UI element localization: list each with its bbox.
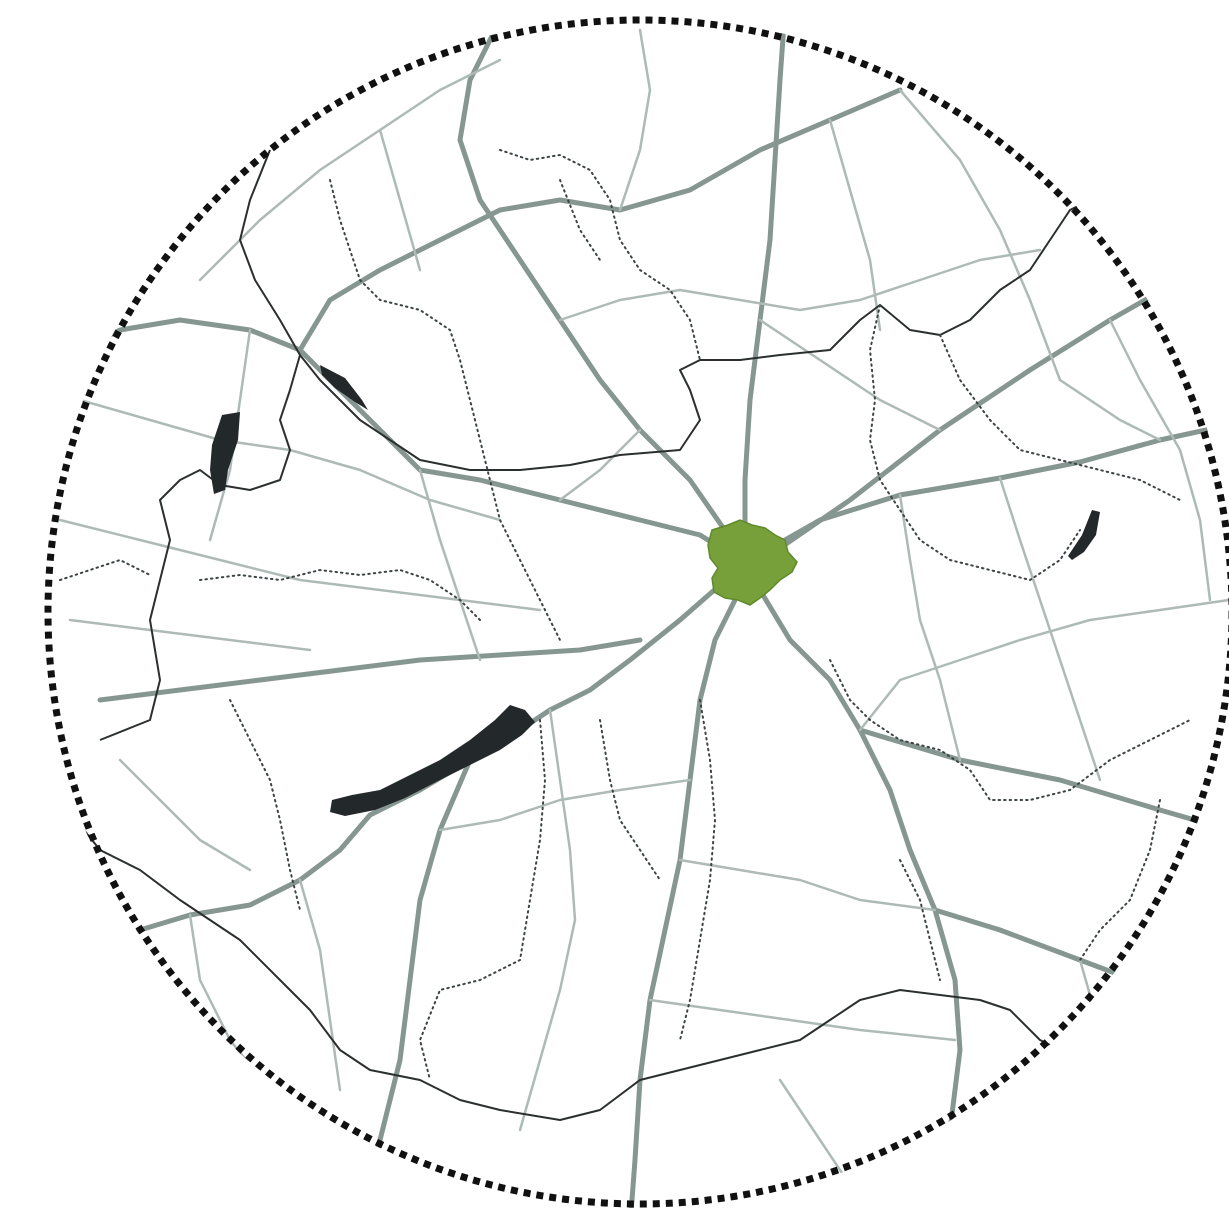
dotted-boundary xyxy=(1079,799,1161,961)
road-minor xyxy=(1058,378,1162,442)
road-minor xyxy=(998,476,1102,782)
road-minor xyxy=(858,598,1229,732)
dotted-boundary xyxy=(899,859,941,981)
road-major xyxy=(767,277,1183,558)
dotted-boundary xyxy=(418,719,547,1081)
dotted-boundary xyxy=(59,558,151,581)
border-line xyxy=(59,799,1181,1121)
road-minor xyxy=(118,758,252,872)
dotted-boundary xyxy=(229,699,301,911)
road-major xyxy=(747,422,1229,563)
map-content xyxy=(57,16,1229,1208)
road-major xyxy=(457,17,738,548)
road-minor xyxy=(558,428,642,502)
country-borders xyxy=(59,149,1181,1121)
road-minor xyxy=(828,118,882,332)
small-lake-west xyxy=(210,412,240,494)
road-major xyxy=(757,587,963,1208)
road-minor xyxy=(298,878,342,1092)
dotted-boundary xyxy=(939,334,1181,501)
road-minor xyxy=(618,28,652,212)
road-minor xyxy=(898,88,1062,382)
road-major xyxy=(297,87,903,353)
road-minor xyxy=(558,248,1042,322)
border-line xyxy=(239,149,1091,471)
water-bodies xyxy=(210,365,1100,816)
road-minor xyxy=(648,998,957,1042)
highlighted-area[interactable] xyxy=(707,519,798,606)
border-line xyxy=(99,354,301,741)
road-minor xyxy=(68,618,312,652)
road-minor xyxy=(78,398,502,522)
road-major xyxy=(627,587,743,1208)
admin-boundaries xyxy=(59,149,1191,1081)
small-lake-northwest xyxy=(320,365,368,410)
small-lake-east xyxy=(1068,510,1100,560)
road-minor xyxy=(198,58,502,282)
dotted-boundary xyxy=(199,568,481,621)
road-minor xyxy=(678,858,937,912)
dotted-boundary xyxy=(599,719,661,881)
road-major xyxy=(57,317,743,563)
road-minor xyxy=(518,708,577,1132)
road-major xyxy=(857,727,1229,833)
road-major xyxy=(97,637,643,703)
green-city-shape xyxy=(707,519,798,606)
dotted-boundary xyxy=(499,149,701,361)
large-elongated-lake xyxy=(330,705,535,816)
dotted-circle-frame-icon xyxy=(44,16,1229,1208)
road-minor xyxy=(898,493,962,762)
road-minor xyxy=(378,128,422,272)
road-minor xyxy=(758,318,942,432)
dotted-boundary xyxy=(868,304,1081,582)
road-minor xyxy=(1108,318,1212,602)
road-major xyxy=(742,16,788,548)
road-major xyxy=(932,907,1229,1013)
dotted-boundary xyxy=(329,179,561,641)
road-minor xyxy=(778,1078,862,1202)
road-minor xyxy=(418,468,482,662)
road-minor xyxy=(438,778,692,832)
dotted-boundary xyxy=(829,659,1191,801)
road-minor xyxy=(58,518,542,612)
dotted-boundary xyxy=(679,699,717,1041)
dotted-boundary xyxy=(559,179,601,261)
